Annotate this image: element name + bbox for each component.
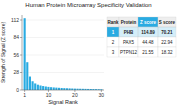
bars: [24, 18, 103, 90]
y-axis: [22, 15, 23, 90]
tick-label: 84: [13, 34, 19, 40]
bar: [61, 88, 63, 90]
bar: [37, 85, 39, 90]
grid-line: [22, 37, 104, 38]
table-cell: [158, 17, 176, 27]
tick-label: 20: [72, 92, 78, 98]
tick-mark: [20, 55, 22, 56]
table-cell: [158, 37, 176, 47]
table-cell: [119, 27, 138, 37]
table-text: 3: [112, 50, 115, 55]
grid: [22, 20, 104, 90]
table-text: Z score: [140, 20, 157, 25]
table-cell: [158, 27, 176, 37]
table-text: PTPN12: [120, 50, 138, 55]
table-text: 18.32: [161, 50, 173, 55]
grid-line: [22, 55, 104, 56]
tick-mark: [20, 37, 22, 38]
table-cell: [138, 37, 158, 47]
table-cell: [107, 27, 119, 37]
table-cell: [119, 37, 138, 47]
bar: [55, 88, 57, 90]
bar: [29, 77, 31, 90]
tick-label: 28: [13, 69, 19, 75]
table-text: PAX5: [123, 40, 135, 45]
table-text: PHB: [124, 30, 134, 35]
y-axis-label: Strength of Signal (Z score): [0, 22, 6, 83]
bar: [24, 18, 26, 90]
table-cell: [107, 47, 119, 57]
tick-mark: [20, 90, 22, 91]
table: RankProteinZ scoreS score 1 PHB 114.89 70.21…: [107, 17, 176, 57]
bar: [39, 86, 41, 91]
tick-label: 0: [16, 87, 19, 93]
grid-line: [22, 72, 104, 73]
tick-label: 56: [13, 52, 19, 58]
bar: [47, 87, 49, 90]
table-text: 70.21: [161, 30, 173, 35]
table-cell: [119, 47, 138, 57]
table-text: 114.89: [141, 30, 155, 35]
table-text: 1: [112, 30, 115, 35]
table-text: 22.94: [161, 40, 173, 45]
table-text: 21.55: [142, 50, 154, 55]
tick-mark: [20, 72, 22, 73]
table-cell: [138, 17, 158, 27]
tick-label: 1: [23, 92, 26, 98]
bar: [32, 81, 34, 90]
bar: [53, 87, 55, 90]
table-cell: [107, 37, 119, 47]
table-cell: [119, 17, 138, 27]
x-axis: [22, 90, 104, 91]
title: Human Protein Microarray Specificity Val…: [25, 2, 151, 8]
tick-label: 112: [11, 17, 19, 23]
table-text: 44.48: [142, 40, 154, 45]
bar: [34, 83, 36, 90]
bar: [50, 87, 52, 90]
bar: [42, 86, 44, 90]
bar: [26, 62, 28, 90]
table-cell: [158, 47, 176, 57]
table-cell: [107, 17, 119, 27]
table-cell: [138, 27, 158, 37]
grid-line: [22, 20, 104, 21]
table-text: 2: [112, 40, 115, 45]
table-text: Rank: [107, 20, 119, 25]
bar: [58, 88, 60, 90]
bar: [66, 88, 68, 90]
table-text: Protein: [121, 20, 137, 25]
tick-mark: [20, 20, 22, 21]
bar: [45, 87, 47, 91]
table-cell: [138, 47, 158, 57]
table-text: S score: [159, 20, 176, 25]
tick-label: 30: [99, 92, 105, 98]
chart: Human Protein Microarray Specificity Val…: [0, 0, 177, 111]
x-axis-label: Signal Rank: [48, 99, 78, 105]
tick-label: 10: [46, 92, 52, 98]
bar: [63, 88, 65, 90]
